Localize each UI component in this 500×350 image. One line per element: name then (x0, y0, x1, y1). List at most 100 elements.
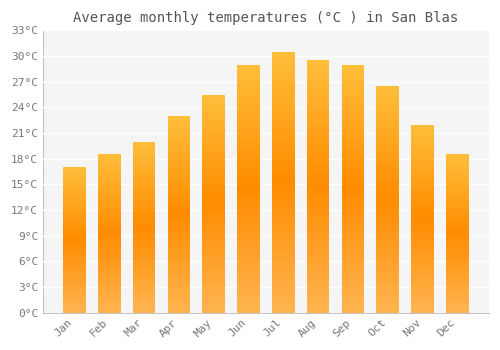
Bar (342, 241, 364, 243)
Bar (446, 257, 468, 259)
Bar (237, 206, 260, 209)
Bar (376, 136, 399, 138)
Bar (342, 201, 364, 203)
Bar (98, 286, 120, 287)
Bar (202, 250, 225, 252)
Bar (63, 214, 86, 215)
Bar (307, 121, 330, 124)
Bar (272, 146, 294, 148)
Bar (446, 164, 468, 166)
Bar (446, 302, 468, 303)
Bar (202, 300, 225, 302)
Bar (237, 228, 260, 231)
Bar (237, 129, 260, 132)
Bar (342, 216, 364, 218)
Bar (133, 249, 156, 251)
Bar (272, 284, 294, 287)
Bar (98, 178, 120, 180)
Bar (376, 224, 399, 226)
Bar (272, 109, 294, 112)
Bar (342, 87, 364, 90)
Bar (307, 111, 330, 113)
Bar (133, 179, 156, 181)
Bar (446, 177, 468, 178)
Bar (411, 218, 434, 220)
Bar (133, 241, 156, 243)
Bar (237, 144, 260, 147)
Bar (202, 225, 225, 228)
Bar (342, 258, 364, 260)
Bar (133, 237, 156, 239)
Bar (272, 68, 294, 70)
Bar (307, 275, 330, 277)
Bar (98, 303, 120, 305)
Bar (307, 118, 330, 121)
Bar (63, 289, 86, 291)
Bar (446, 194, 468, 196)
Bar (342, 65, 364, 67)
Bar (237, 139, 260, 141)
Bar (237, 258, 260, 260)
Bar (168, 260, 190, 261)
Bar (202, 291, 225, 293)
Bar (411, 138, 434, 140)
Bar (98, 254, 120, 256)
Bar (446, 311, 468, 313)
Bar (133, 208, 156, 210)
Bar (202, 252, 225, 254)
Bar (63, 189, 86, 190)
Bar (98, 292, 120, 294)
Bar (133, 282, 156, 284)
Bar (168, 283, 190, 285)
Bar (342, 256, 364, 258)
Bar (202, 204, 225, 206)
Bar (63, 190, 86, 192)
Bar (237, 308, 260, 310)
Bar (202, 280, 225, 282)
Bar (63, 279, 86, 281)
Bar (411, 177, 434, 179)
Bar (237, 171, 260, 174)
Bar (133, 308, 156, 309)
Bar (133, 258, 156, 260)
Bar (446, 166, 468, 167)
Bar (98, 215, 120, 216)
Bar (446, 218, 468, 219)
Bar (342, 171, 364, 174)
Bar (272, 245, 294, 247)
Bar (63, 192, 86, 194)
Bar (168, 234, 190, 236)
Bar (237, 166, 260, 169)
Bar (168, 181, 190, 183)
Bar (202, 114, 225, 117)
Bar (133, 260, 156, 261)
Bar (272, 99, 294, 101)
Bar (376, 131, 399, 134)
Bar (202, 304, 225, 306)
Bar (168, 242, 190, 244)
Bar (307, 161, 330, 164)
Bar (272, 159, 294, 161)
Bar (272, 300, 294, 302)
Bar (237, 300, 260, 303)
Bar (202, 293, 225, 295)
Bar (202, 99, 225, 101)
Bar (376, 283, 399, 286)
Bar (63, 244, 86, 246)
Bar (272, 232, 294, 235)
Bar (133, 143, 156, 145)
Bar (63, 233, 86, 234)
Bar (133, 254, 156, 256)
Bar (168, 157, 190, 159)
Bar (272, 203, 294, 206)
Bar (307, 174, 330, 176)
Bar (98, 256, 120, 257)
Bar (376, 254, 399, 256)
Bar (446, 256, 468, 257)
Bar (446, 299, 468, 300)
Bar (272, 70, 294, 73)
Bar (98, 284, 120, 286)
Bar (376, 179, 399, 181)
Bar (307, 181, 330, 184)
Bar (168, 126, 190, 128)
